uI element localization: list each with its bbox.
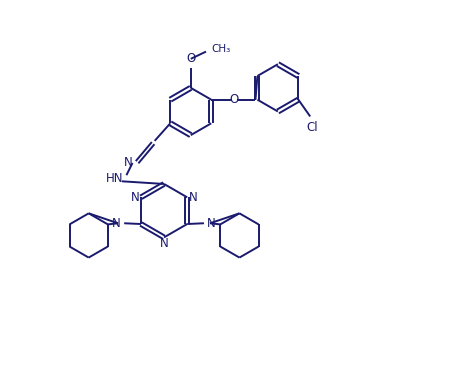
Text: N: N xyxy=(112,217,121,230)
Text: Cl: Cl xyxy=(306,121,317,134)
Text: N: N xyxy=(207,217,216,230)
Text: CH₃: CH₃ xyxy=(212,44,231,54)
Text: N: N xyxy=(131,191,139,204)
Text: HN: HN xyxy=(105,172,123,185)
Text: N: N xyxy=(160,236,168,250)
Text: N: N xyxy=(188,191,197,204)
Text: N: N xyxy=(124,156,133,170)
Text: O: O xyxy=(229,93,238,106)
Text: O: O xyxy=(186,52,195,65)
